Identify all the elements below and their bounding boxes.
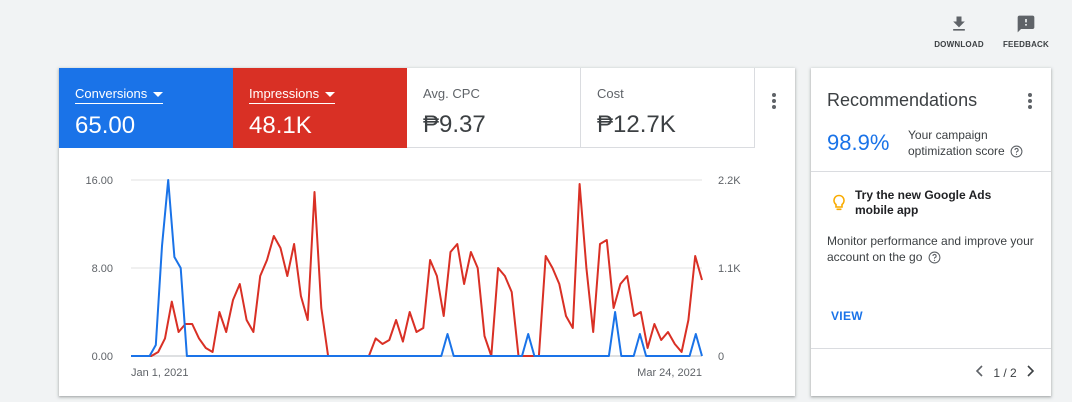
help-icon[interactable] [1010,145,1023,158]
recommendations-title: Recommendations [827,90,978,110]
promo-description-text: Monitor performance and improve your acc… [827,234,1034,264]
help-icon[interactable] [928,251,941,264]
performance-chart: 16.00 8.00 0.00 2.2K 1.1K 0 Jan 1, 2021 Mar 24,… [85,175,741,379]
more-options-icon[interactable] [771,92,777,110]
download-button[interactable]: DOWNLOAD [929,14,989,49]
y-right-tick-label: 1.1K [718,263,741,275]
feedback-label: FEEDBACK [1002,40,1050,49]
series-line-impressions [131,183,703,357]
pagination: 1 / 2 [975,365,1035,380]
page-indicator: 1 / 2 [993,365,1017,380]
optimization-score-text: Your campaign optimization score [908,128,1005,158]
performance-card: Conversions 65.00 Impressions 48.1K Avg.… [59,68,795,396]
promo-title: Try the new Google Ads mobile app [855,188,992,217]
promo-description: Monitor performance and improve your acc… [827,233,1037,265]
series-line-conversions [131,179,703,357]
chevron-left-icon [975,365,983,377]
next-page-button[interactable] [1025,365,1035,380]
metric-value: ₱9.37 [423,111,486,138]
metric-tab-impressions[interactable]: Impressions 48.1K [233,68,407,148]
metric-value: ₱12.7K [597,111,676,138]
metric-label: Avg. CPC [423,86,480,101]
feedback-button[interactable]: FEEDBACK [996,14,1056,49]
metric-label: Conversions [75,86,148,101]
download-icon [953,16,965,31]
metric-tab-cost[interactable]: Cost ₱12.7K [581,68,755,148]
divider [811,348,1051,349]
metric-label: Cost [597,86,624,101]
previous-page-button[interactable] [975,365,985,380]
y-left-tick-label: 8.00 [92,263,113,275]
x-end-label: Mar 24, 2021 [637,367,702,379]
y-left-tick-label: 16.00 [85,175,113,187]
recommendations-card: Recommendations 98.9% Your campaign opti… [811,68,1051,396]
lightbulb-icon [833,194,845,211]
y-right-tick-label: 0 [718,351,724,363]
metric-selector-impressions[interactable]: Impressions [249,86,336,104]
divider [811,171,1051,172]
download-label: DOWNLOAD [934,40,984,49]
metric-tab-conversions[interactable]: Conversions 65.00 [59,68,233,148]
x-start-label: Jan 1, 2021 [131,367,189,379]
metric-tab-avg-cpc[interactable]: Avg. CPC ₱9.37 [407,68,581,148]
optimization-score: 98.9% [827,130,890,155]
view-button[interactable]: VIEW [831,309,863,323]
y-right-tick-label: 2.2K [718,175,741,187]
dropdown-caret-icon [153,92,164,98]
metric-label: Impressions [249,86,320,101]
chevron-right-icon [1027,365,1035,377]
dropdown-caret-icon [325,92,336,98]
optimization-score-label: Your campaign optimization score [908,127,1038,159]
feedback-icon [1017,15,1035,33]
metric-value: 65.00 [75,112,136,139]
more-options-icon[interactable] [1027,92,1033,110]
metric-selector-conversions[interactable]: Conversions [75,86,164,104]
metric-value: 48.1K [249,112,312,139]
y-left-tick-label: 0.00 [92,351,113,363]
